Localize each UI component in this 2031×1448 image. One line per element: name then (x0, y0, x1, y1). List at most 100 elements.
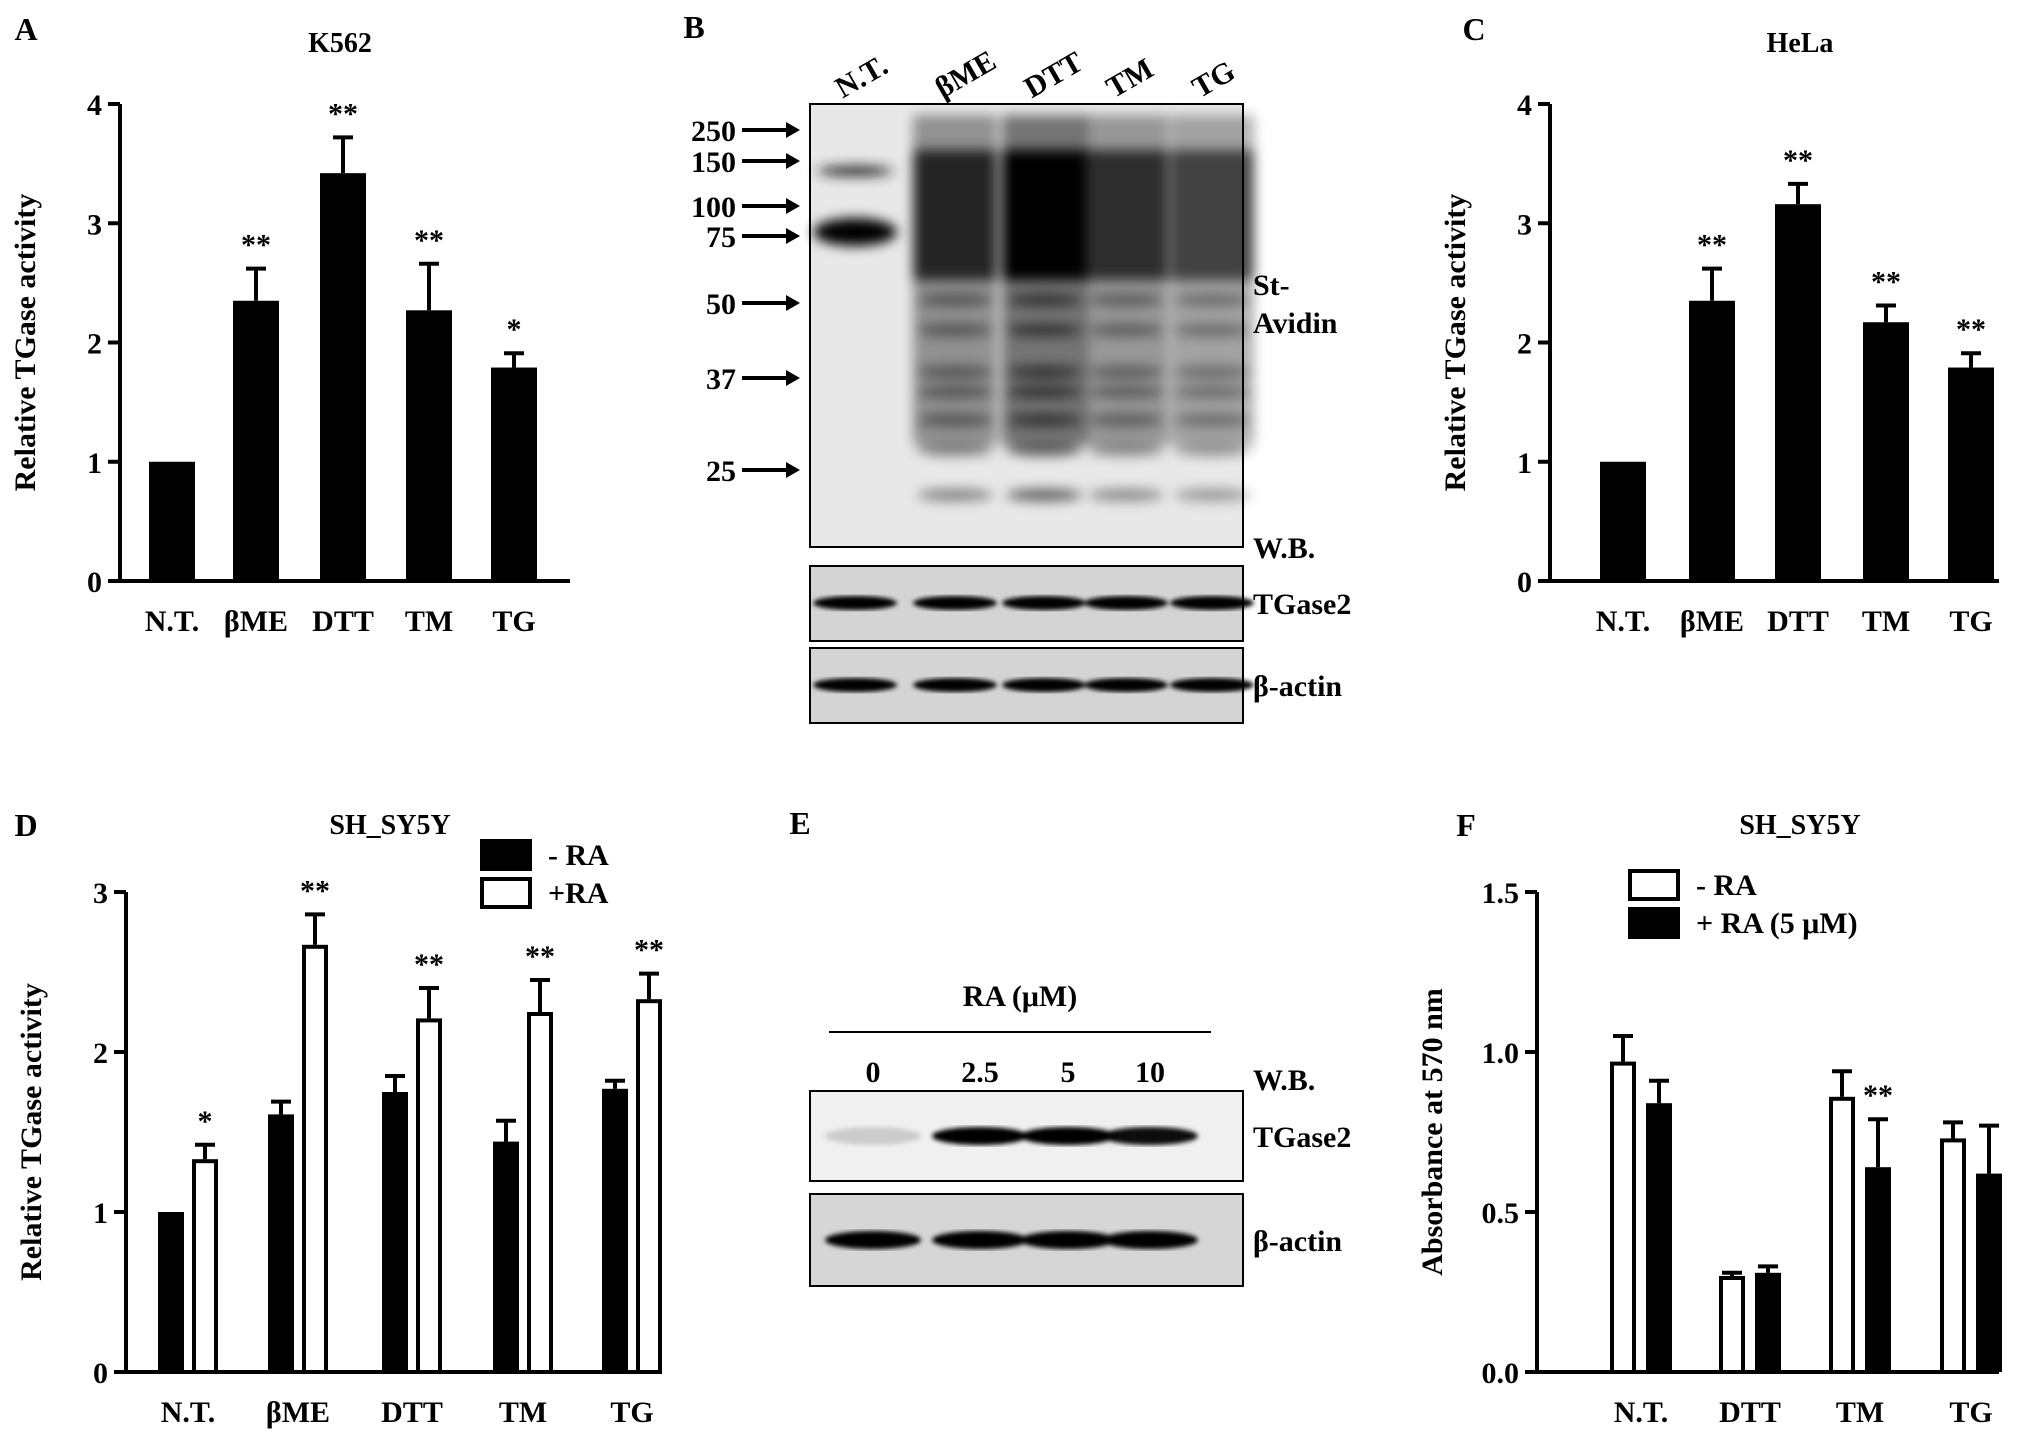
arrow-head-icon (786, 295, 800, 311)
band (813, 596, 897, 610)
chart-title: K562 (308, 28, 372, 59)
y-tick-label: 1.5 (1482, 877, 1520, 910)
y-tick-label: 1 (87, 447, 102, 480)
significance-marker: ** (241, 229, 271, 262)
band (1170, 596, 1254, 610)
legend-label: +RA (548, 877, 609, 910)
band (1088, 294, 1164, 306)
x-tick-label: TM (499, 1396, 547, 1429)
band (1088, 444, 1164, 456)
band (917, 386, 993, 398)
x-tick-label: DTT (312, 605, 374, 638)
y-axis-label: Relative TGase activity (1439, 194, 1472, 492)
marker-label: 75 (706, 221, 736, 254)
panel-label-F: F (1456, 807, 1476, 843)
wb-label: W.B. (1253, 532, 1315, 565)
significance-marker: ** (1871, 266, 1901, 299)
band (1102, 1231, 1198, 1249)
smear-dense (1084, 150, 1168, 280)
actin-label: β-actin (1253, 670, 1342, 703)
band (1174, 414, 1250, 426)
band (1006, 324, 1082, 336)
significance-marker: * (198, 1105, 213, 1138)
legend-swatch (1628, 907, 1680, 939)
y-tick-label: 1 (1517, 447, 1532, 480)
y-axis-label: Absorbance at 570 nm (1416, 988, 1449, 1276)
x-tick-label: βME (224, 605, 288, 638)
chart-title: HeLa (1767, 28, 1834, 59)
y-axis-label: Relative TGase activity (9, 194, 42, 492)
y-tick-label: 2 (1517, 328, 1532, 361)
smear-dense (1170, 150, 1254, 280)
lane-label: DTT (1019, 45, 1089, 104)
band (825, 1127, 921, 1145)
band (913, 678, 997, 692)
band (1002, 678, 1086, 692)
band (932, 1231, 1028, 1249)
x-tick-label: DTT (381, 1396, 443, 1429)
bar (1976, 1173, 2002, 1372)
panel-label-C: C (1462, 11, 1485, 47)
y-tick-label: 4 (1517, 89, 1532, 122)
x-tick-label: TG (610, 1396, 653, 1429)
bar (1689, 300, 1735, 581)
band (1020, 1231, 1116, 1249)
y-axis-label: Relative TGase activity (15, 983, 48, 1281)
bar (491, 367, 537, 581)
arrow-head-icon (786, 370, 800, 386)
band (1002, 596, 1086, 610)
lane-label: N.T. (830, 49, 894, 105)
marker-label: 100 (691, 191, 736, 224)
legend-swatch (480, 839, 532, 871)
bar (416, 1018, 442, 1375)
band (1174, 489, 1250, 501)
band (917, 366, 993, 378)
band (932, 1127, 1028, 1145)
significance-marker: ** (1863, 1079, 1893, 1112)
band (813, 218, 897, 246)
y-tick-label: 0 (93, 1357, 108, 1390)
band (1174, 444, 1250, 456)
bar (1863, 322, 1909, 581)
band (813, 678, 897, 692)
x-tick-label: TM (405, 605, 453, 638)
bar (406, 310, 452, 581)
lane-label: 5 (1061, 1056, 1076, 1089)
lane-label: 2.5 (961, 1056, 999, 1089)
legend-label: + RA (5 μM) (1696, 907, 1858, 940)
y-tick-label: 3 (93, 877, 108, 910)
y-tick-label: 0 (87, 566, 102, 599)
band (825, 1231, 921, 1249)
bar (268, 1114, 294, 1372)
band (1174, 386, 1250, 398)
band (913, 596, 997, 610)
band (1020, 1127, 1116, 1145)
bar (233, 300, 279, 581)
bar (493, 1141, 519, 1372)
y-tick-label: 4 (87, 89, 102, 122)
lane-label: 0 (866, 1056, 881, 1089)
band (1174, 324, 1250, 336)
x-tick-label: N.T. (1596, 605, 1650, 638)
bar (1600, 461, 1646, 581)
band (1174, 294, 1250, 306)
y-tick-label: 3 (87, 208, 102, 241)
marker-label: 25 (706, 455, 736, 488)
x-tick-label: TG (1949, 605, 1992, 638)
tgase2-bands (813, 596, 1254, 610)
x-tick-label: N.T. (1614, 1396, 1668, 1429)
bar (192, 1159, 218, 1374)
y-tick-label: 1.0 (1482, 1037, 1520, 1070)
significance-marker: ** (328, 97, 358, 130)
panel-label-E: E (789, 805, 810, 841)
x-tick-label: TM (1836, 1396, 1884, 1429)
band (1084, 678, 1168, 692)
bar (1865, 1167, 1891, 1372)
band (1174, 366, 1250, 378)
y-tick-label: 0.5 (1482, 1197, 1520, 1230)
x-tick-label: βME (266, 1396, 330, 1429)
band (1006, 444, 1082, 456)
significance-marker: ** (1956, 313, 1986, 346)
